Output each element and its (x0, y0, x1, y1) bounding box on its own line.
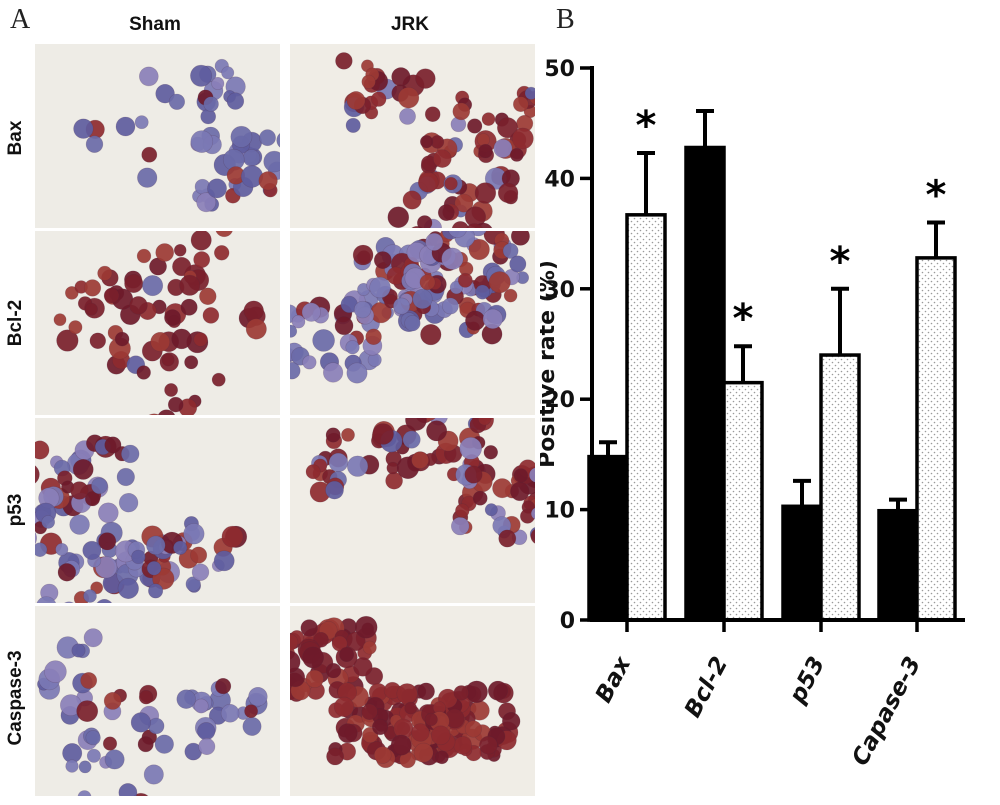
bar-jrk-capase-3 (915, 256, 957, 622)
panel-a-letter: A (10, 4, 31, 35)
micrograph-bcl2-jrk (290, 231, 535, 415)
error-bar (831, 286, 849, 356)
y-tick-label: 40 (544, 167, 575, 192)
micrograph-bcl2-sham (35, 231, 280, 415)
bar-jrk-bax (625, 213, 667, 622)
column-header-sham: Sham (129, 14, 181, 35)
chart-bars-group: * * * * (587, 103, 957, 622)
panel-b-letter: B (556, 4, 575, 35)
micrograph-p53-sham (35, 418, 280, 603)
bar-sham-capase-3 (877, 508, 919, 622)
micrograph-p53-jrk (290, 418, 535, 603)
x-tick-label: Bax (591, 652, 637, 708)
y-tick-label: 30 (544, 278, 575, 303)
y-tick-label: 20 (544, 388, 575, 413)
significance-marker: * (830, 239, 851, 285)
bar-jrk-p53 (819, 353, 861, 622)
significance-marker: * (926, 173, 947, 219)
error-bar (927, 220, 945, 258)
x-tick-label: p53 (784, 653, 830, 709)
bar-sham-bax (587, 454, 629, 622)
y-tick-label: 10 (544, 499, 575, 524)
significance-marker: * (636, 103, 657, 149)
column-header-jrk: JRK (390, 14, 429, 35)
y-tick-label: 50 (544, 57, 575, 82)
micrograph-bax-jrk (290, 44, 535, 228)
micrograph-caspase3-jrk (290, 606, 535, 796)
error-bar (793, 478, 811, 507)
micrograph-caspase3-sham (35, 606, 280, 796)
bar-sham-p53 (781, 504, 823, 622)
micrograph-grid (35, 44, 535, 796)
x-tick-label: Capase-3 (847, 653, 926, 770)
x-tick-label: Bcl-2 (680, 653, 733, 722)
significance-marker: * (733, 296, 754, 342)
y-tick-label: 0 (560, 609, 575, 634)
bar-sham-bcl-2 (684, 145, 726, 622)
error-bar (734, 344, 752, 383)
y-axis-label: Positive rate (%) (540, 260, 560, 468)
error-bar (637, 151, 655, 215)
error-bar (599, 440, 617, 457)
micrograph-bax-sham (35, 44, 280, 228)
bar-chart: * * * * Bax Bcl-2 p53 Capase-3 0 10 20 30 40 50 Posit… (540, 57, 965, 770)
bar-jrk-bcl-2 (722, 380, 764, 622)
error-bar (889, 497, 907, 511)
error-bar (696, 109, 714, 148)
